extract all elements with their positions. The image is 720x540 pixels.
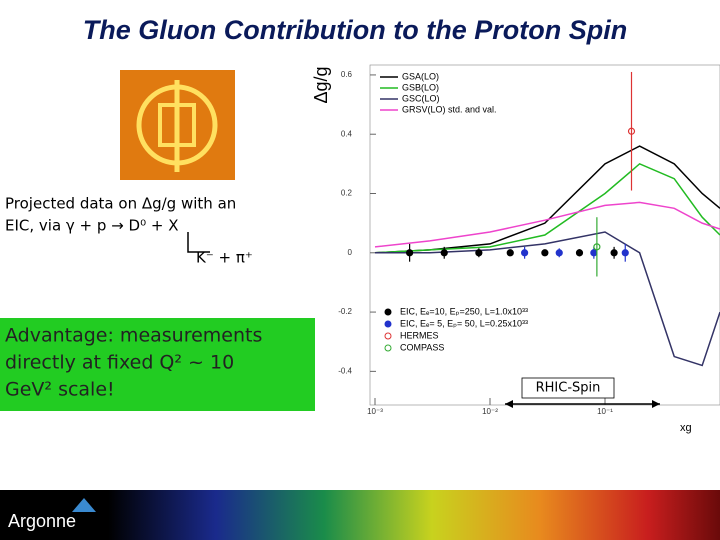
data-point xyxy=(506,249,514,257)
curve xyxy=(374,201,720,248)
legend-marker xyxy=(384,308,392,316)
data-point xyxy=(521,249,529,257)
title: The Gluon Contribution to the Proton Spi… xyxy=(83,15,627,45)
logo-icon xyxy=(72,498,96,512)
y-axis-label: Δg/g xyxy=(311,66,331,103)
x-tick-label: 10⁻¹ xyxy=(597,407,613,416)
y-tick-label: 0.4 xyxy=(341,129,353,138)
data-point xyxy=(621,249,629,257)
y-tick-label: 0.6 xyxy=(341,70,353,79)
logo-image xyxy=(120,70,235,180)
data-point xyxy=(593,243,601,251)
legend-label: GSB(LO) xyxy=(402,82,439,92)
y-tick-label: 0.2 xyxy=(341,189,353,198)
data-point xyxy=(406,249,414,257)
data-point xyxy=(541,249,549,257)
legend-label: GRSV(LO) std. and val. xyxy=(402,104,497,114)
x-tick-label: 10⁻² xyxy=(482,407,498,416)
legend-label: HERMES xyxy=(400,330,439,340)
box-line: Advantage: measurements xyxy=(5,325,262,347)
x-axis-label: xɡ xyxy=(680,422,692,434)
text-line: EIC, via γ + p → D⁰ + X xyxy=(5,217,178,235)
data-point xyxy=(627,127,636,135)
text-line: K⁻ + π⁺ xyxy=(196,249,253,267)
data-point xyxy=(555,249,563,257)
x-tick-label: 10⁻³ xyxy=(367,407,383,416)
legend-label: EIC, Eₑ=10, Eₚ=250, L=1.0x10³³ xyxy=(400,306,528,316)
highlight-box xyxy=(0,318,315,411)
footer-bar xyxy=(0,490,720,540)
legend-label: GSC(LO) xyxy=(402,93,440,103)
curve xyxy=(374,145,720,254)
curve xyxy=(375,231,720,367)
box-line: GeV² scale! xyxy=(5,379,115,401)
legend-label: GSA(LO) xyxy=(402,71,439,81)
y-tick-label: 0 xyxy=(348,248,353,257)
legend-marker xyxy=(384,320,392,328)
text-line: Projected data on Δg/g with an xyxy=(5,195,236,213)
curve xyxy=(374,162,720,254)
data-point xyxy=(575,249,584,257)
box-line: directly at fixed Q² ~ 10 xyxy=(5,352,234,374)
legend-marker xyxy=(384,344,392,352)
data-point xyxy=(610,249,618,257)
y-tick-label: -0.4 xyxy=(338,366,352,375)
legend-label: COMPASS xyxy=(400,342,444,352)
legend-marker xyxy=(384,332,392,340)
annotation: RHIC-Spin xyxy=(536,381,601,396)
data-point xyxy=(590,249,598,257)
legend-label: EIC, Eₑ= 5, Eₚ= 50, L=0.25x10³³ xyxy=(400,318,528,328)
data-point xyxy=(475,249,483,257)
logo-text: Argonne xyxy=(8,511,76,531)
annotation-box xyxy=(521,377,615,399)
decay-arrow xyxy=(187,232,210,253)
data-point xyxy=(440,249,448,257)
y-tick-label: -0.2 xyxy=(338,307,352,316)
